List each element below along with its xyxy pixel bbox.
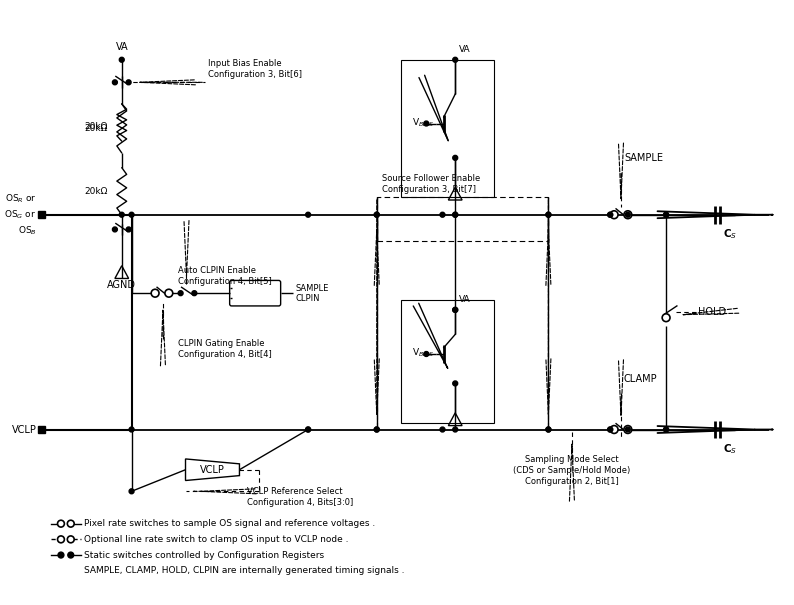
Circle shape (607, 427, 613, 432)
Text: V$_{BIAS}$: V$_{BIAS}$ (411, 347, 434, 359)
Circle shape (453, 57, 457, 62)
Circle shape (113, 227, 118, 232)
Text: Input Bias Enable
Configuration 3, Bit[6]: Input Bias Enable Configuration 3, Bit[6… (208, 59, 302, 79)
Text: VCLP: VCLP (200, 465, 225, 475)
Text: CLPIN Gating Enable
Configuration 4, Bit[4]: CLPIN Gating Enable Configuration 4, Bit… (178, 339, 272, 359)
Circle shape (165, 289, 173, 297)
Circle shape (57, 520, 64, 527)
Text: 20kΩ: 20kΩ (85, 122, 108, 131)
Circle shape (151, 289, 159, 297)
Text: Auto CLPIN Enable
Configuration 4, Bit[5]: Auto CLPIN Enable Configuration 4, Bit[5… (178, 266, 272, 286)
Circle shape (306, 427, 310, 432)
Circle shape (453, 427, 457, 432)
Circle shape (453, 307, 457, 312)
Circle shape (374, 427, 380, 432)
Circle shape (67, 520, 74, 527)
Circle shape (374, 212, 380, 217)
Circle shape (67, 536, 74, 543)
Circle shape (607, 427, 613, 432)
Text: VCLP Reference Select
Configuration 4, Bits[3:0]: VCLP Reference Select Configuration 4, B… (247, 488, 353, 508)
Circle shape (610, 425, 618, 433)
Circle shape (453, 212, 457, 217)
Text: OS$_R$ or
OS$_G$ or
OS$_B$: OS$_R$ or OS$_G$ or OS$_B$ (4, 192, 37, 237)
Circle shape (607, 212, 613, 217)
Circle shape (662, 314, 670, 322)
Circle shape (129, 427, 134, 432)
Bar (401, 60, 495, 197)
Circle shape (192, 291, 197, 296)
Text: Static switches controlled by Configuration Registers: Static switches controlled by Configurat… (83, 551, 324, 560)
Circle shape (546, 427, 551, 432)
Circle shape (453, 155, 457, 160)
Circle shape (453, 307, 457, 312)
Circle shape (126, 80, 131, 85)
Bar (38, 211, 44, 218)
Text: VA: VA (459, 45, 471, 54)
Circle shape (664, 212, 669, 217)
Circle shape (126, 227, 131, 232)
Bar (377, 197, 549, 241)
Text: Sampling Mode Select
(CDS or Sample/Hold Mode)
Configuration 2, Bit[1]: Sampling Mode Select (CDS or Sample/Hold… (513, 455, 630, 486)
Circle shape (306, 212, 310, 217)
Text: AGND: AGND (107, 281, 137, 290)
Circle shape (113, 80, 118, 85)
Circle shape (607, 212, 613, 217)
Circle shape (440, 427, 445, 432)
Text: Pixel rate switches to sample OS signal and reference voltages .: Pixel rate switches to sample OS signal … (83, 519, 375, 528)
Circle shape (546, 427, 551, 432)
Circle shape (440, 212, 445, 217)
Text: Source Follower Enable
Configuration 3, Bit[7]: Source Follower Enable Configuration 3, … (382, 174, 480, 194)
Text: CLAMP: CLAMP (624, 373, 657, 384)
Circle shape (624, 211, 632, 218)
Circle shape (374, 212, 380, 217)
Circle shape (119, 212, 124, 217)
Circle shape (424, 352, 429, 356)
Circle shape (664, 427, 669, 432)
Circle shape (546, 212, 551, 217)
Circle shape (664, 427, 669, 432)
Circle shape (626, 427, 630, 432)
Circle shape (178, 291, 183, 296)
Circle shape (624, 425, 632, 433)
Text: 20kΩ: 20kΩ (85, 187, 108, 195)
Text: SAMPLE: SAMPLE (295, 284, 329, 293)
Text: HOLD: HOLD (699, 307, 727, 317)
Bar (401, 300, 495, 423)
Circle shape (453, 381, 457, 386)
Circle shape (453, 212, 457, 217)
Circle shape (626, 212, 630, 217)
Circle shape (306, 427, 310, 432)
Text: VA: VA (115, 42, 128, 52)
Circle shape (546, 212, 551, 217)
Text: Optional line rate switch to clamp OS input to VCLP node .: Optional line rate switch to clamp OS in… (83, 535, 348, 544)
Text: VA: VA (459, 295, 471, 304)
Circle shape (119, 57, 124, 62)
Text: SAMPLE, CLAMP, HOLD, CLPIN are internally generated timing signals .: SAMPLE, CLAMP, HOLD, CLPIN are internall… (83, 566, 404, 575)
Circle shape (610, 211, 618, 218)
Text: SAMPLE: SAMPLE (624, 153, 663, 163)
Circle shape (129, 212, 134, 217)
Text: C$_S$: C$_S$ (723, 227, 737, 241)
Circle shape (57, 536, 64, 543)
Text: V$_{BIAS}$: V$_{BIAS}$ (411, 116, 434, 129)
Bar (38, 426, 44, 433)
Circle shape (67, 552, 74, 558)
Circle shape (129, 489, 134, 494)
Text: VCLP: VCLP (12, 425, 37, 434)
Text: 20kΩ: 20kΩ (85, 124, 108, 133)
Circle shape (374, 427, 380, 432)
Circle shape (664, 212, 669, 217)
Text: C$_S$: C$_S$ (723, 442, 737, 456)
Circle shape (58, 552, 64, 558)
Text: CLPIN: CLPIN (295, 293, 320, 302)
Circle shape (424, 121, 429, 126)
